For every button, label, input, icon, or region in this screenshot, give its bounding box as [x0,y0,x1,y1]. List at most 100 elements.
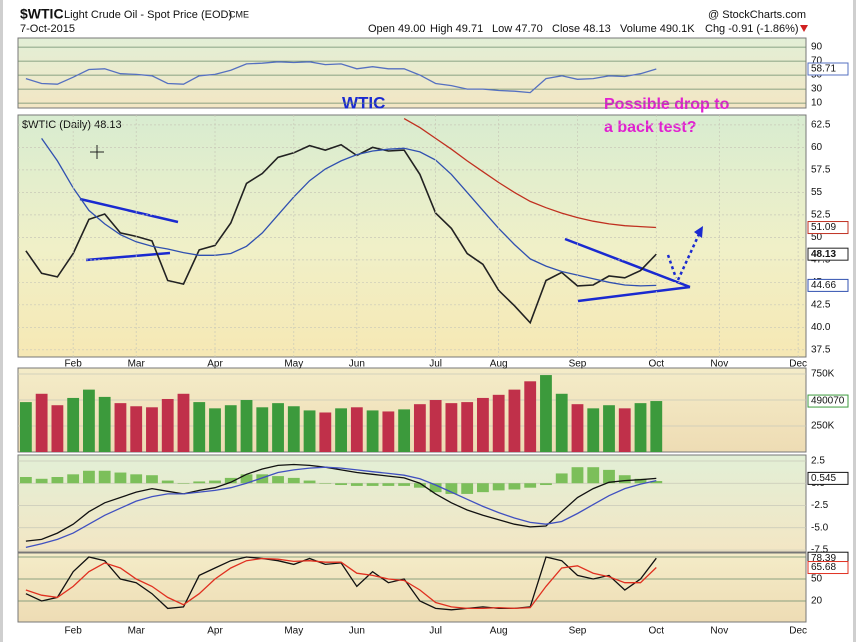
y-tick-label: 30 [811,84,823,95]
bar [413,404,426,452]
bar [492,483,505,491]
series-line [25,466,657,549]
stoch-panel [17,552,807,623]
y-tick-label: 42.5 [811,299,831,310]
x-tick-label: Apr [207,359,223,370]
quote-high: High 49.71 [430,23,483,35]
series-line [25,61,657,94]
x-tick-label: Sep [569,626,587,637]
bar [98,470,111,484]
x-tick-label: May [284,359,303,370]
y-tick-label: 10 [811,98,823,109]
value-tag [807,471,849,485]
y-tick-label: 40.0 [811,322,831,333]
y-tick-label: -7.5 [811,545,829,556]
annotation-note: a back test? [604,119,696,136]
bar [350,407,363,452]
x-tick-label: May [284,626,303,637]
quote-change: Chg -0.91 (-1.86%) [705,23,799,35]
bar [67,397,80,452]
bar [650,401,663,452]
x-tick-label: Feb [65,359,83,370]
bar [319,412,332,452]
series-line [41,138,657,287]
bar [382,411,395,452]
x-tick-label: Jun [349,626,365,637]
x-tick-label: Dec [789,626,807,637]
bar [19,477,32,484]
bar [555,393,568,452]
bar [51,477,64,484]
bar [540,483,552,486]
bar [303,480,316,484]
bar [366,410,379,452]
y-tick-label: -5.0 [811,522,829,533]
bar [146,407,158,452]
y-tick-label: 57.5 [811,165,831,176]
y-tick-label: 52.5 [811,209,831,220]
bar [114,403,127,452]
value-tag-label: 0.545 [811,473,836,484]
y-tick-label: 20 [811,596,823,607]
bar [477,397,489,452]
x-tick-label: Apr [207,626,223,637]
bar [272,403,284,452]
down-arrow [800,25,808,32]
x-tick-label: Jul [429,359,442,370]
x-tick-label: Jul [429,626,442,637]
bar [98,396,111,452]
bar [161,480,174,484]
bar [35,393,48,452]
bar [224,477,237,484]
bar [287,406,300,452]
bar [429,483,442,493]
value-tag [807,62,849,76]
bar [382,483,395,486]
bar [319,483,332,484]
price-panel [17,114,807,358]
trendlines [79,197,703,303]
x-tick-label: Nov [710,626,728,637]
bar [209,408,221,452]
bar [398,483,411,486]
bar [130,474,143,484]
bar [303,410,316,452]
bar [256,407,269,452]
bar [634,403,647,452]
value-tag-label: 490070 [811,396,845,407]
bar [477,483,489,493]
x-tick-label: Nov [710,359,728,370]
bar [398,409,411,452]
bar [177,483,190,484]
bar [35,478,48,484]
x-tick-label: Mar [128,626,146,637]
bar [114,472,127,484]
bar [508,483,521,490]
bar [287,477,300,484]
y-tick-label: 750K [811,369,835,380]
bar [461,402,474,452]
x-tick-label: Jun [349,359,365,370]
bar [429,400,442,452]
bar [366,483,379,486]
y-tick-label: 55 [811,187,823,198]
source: @ StockCharts.com [708,9,806,21]
value-tag-label: 48.13 [811,249,836,260]
series-line [403,118,657,229]
value-tag-label: 78.39 [811,553,836,564]
date: 7-Oct-2015 [20,23,75,35]
x-tick-label: Feb [65,626,83,637]
x-tick-label: Oct [648,626,664,637]
y-tick-label: 250K [811,421,835,432]
x-tick-label: Aug [490,626,508,637]
bar [618,408,631,452]
bar [177,393,190,452]
bar [146,475,158,484]
bar [209,480,221,484]
bar [508,389,521,452]
description: Light Crude Oil - Spot Price (EOD) [64,9,232,21]
y-tick-label: 60 [811,142,823,153]
bar [571,404,584,452]
quote-low: Low 47.70 [492,23,543,35]
